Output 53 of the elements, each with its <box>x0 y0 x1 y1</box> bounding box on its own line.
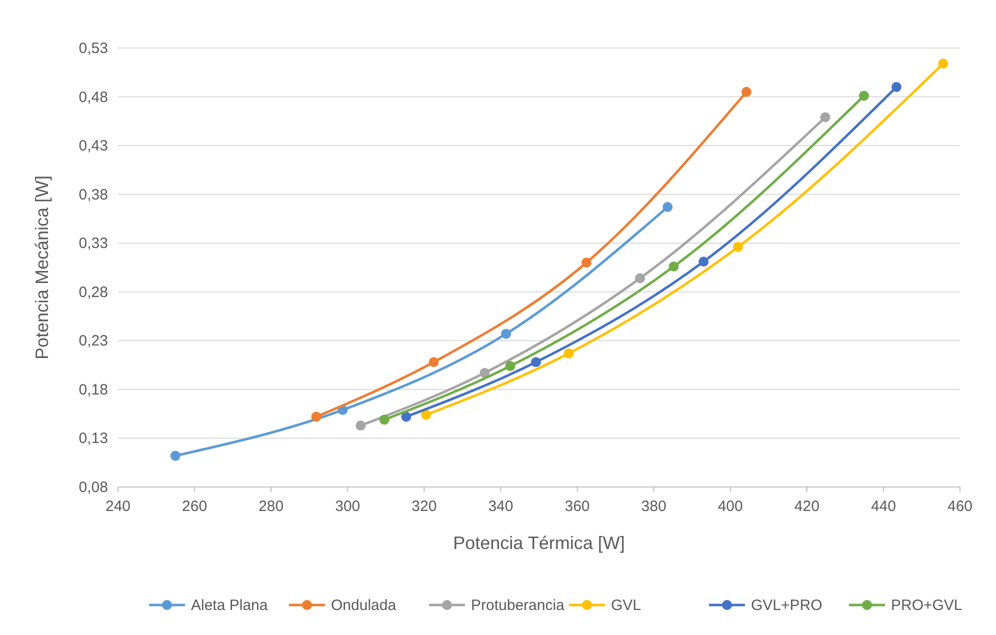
point <box>428 357 439 368</box>
x-tick-label: 340 <box>488 498 514 515</box>
point <box>356 420 366 431</box>
point <box>530 357 541 368</box>
x-tick-label: 280 <box>258 498 284 515</box>
y-tick-label: 0,08 <box>78 479 108 496</box>
point <box>891 82 902 92</box>
x-tick-label: 260 <box>182 498 208 515</box>
x-tick-label: 420 <box>794 498 820 515</box>
x-tick-label: 240 <box>105 498 131 515</box>
point <box>170 450 180 461</box>
point <box>564 348 574 358</box>
point <box>311 412 322 422</box>
x-tick-label: 440 <box>870 498 896 515</box>
point <box>401 412 412 422</box>
legend-label: Aleta Plana <box>191 597 268 614</box>
x-tick-label: 380 <box>641 498 666 515</box>
point <box>505 361 516 372</box>
point <box>858 90 869 101</box>
x-tick-label: 320 <box>412 498 437 515</box>
legend-label: Ondulada <box>331 597 397 614</box>
point <box>938 58 948 69</box>
point <box>635 273 646 284</box>
legend-label: GVL <box>611 597 642 614</box>
point <box>581 258 592 268</box>
x-tick-label: 460 <box>947 498 973 515</box>
x-tick-label: 300 <box>335 498 360 515</box>
point <box>668 262 679 272</box>
y-tick-label: 0,28 <box>78 284 108 301</box>
legend-label: Protuberancia <box>471 597 566 614</box>
point <box>733 242 744 252</box>
point <box>379 414 390 425</box>
y-tick-label: 0,23 <box>78 332 108 350</box>
y-axis-title: Potencia Mecánica [W] <box>32 175 52 360</box>
x-tick-label: 360 <box>564 498 590 515</box>
y-tick-label: 0,53 <box>78 40 108 57</box>
x-tick-label: 400 <box>718 498 743 515</box>
point <box>421 410 432 420</box>
point <box>698 256 709 267</box>
y-tick-label: 0,13 <box>78 430 108 448</box>
y-tick-label: 0,38 <box>78 186 108 204</box>
point <box>662 202 673 212</box>
legend-label: PRO+GVL <box>891 597 962 614</box>
point <box>820 112 830 122</box>
point <box>501 328 512 339</box>
y-tick-label: 0,33 <box>78 235 108 252</box>
y-tick-label: 0,43 <box>78 138 108 155</box>
point <box>480 368 490 378</box>
y-tick-label: 0,48 <box>78 88 108 106</box>
legend-label: GVL+PRO <box>751 597 822 614</box>
point <box>741 86 752 97</box>
x-axis-title: Potencia Térmica [W] <box>453 533 625 553</box>
y-tick-label: 0,18 <box>78 381 108 398</box>
